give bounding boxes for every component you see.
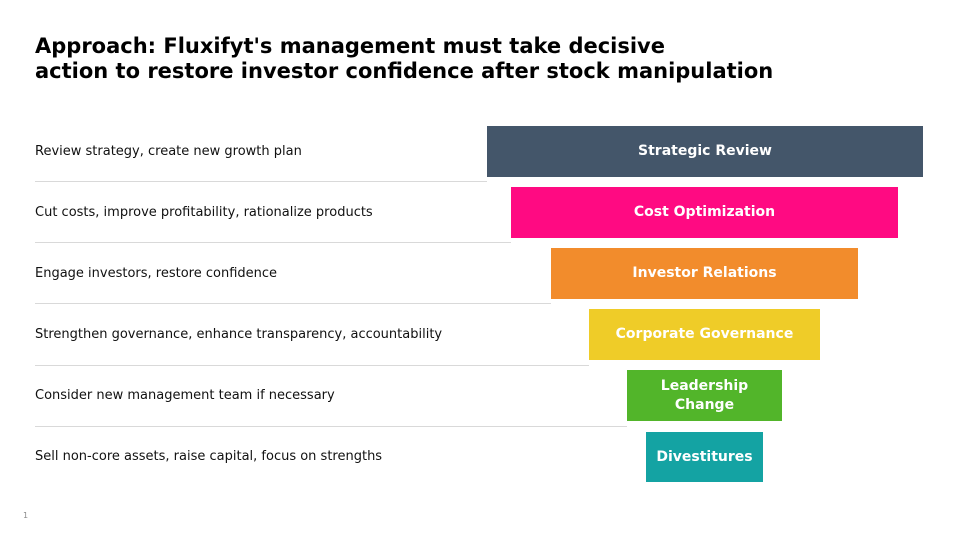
slide-title: Approach: Fluxifyt's management must tak… [35,34,835,84]
funnel-bar-label-line-1: Corporate Governance [615,326,794,342]
step-description-strategic-review: Review strategy, create new growth plan [35,144,302,159]
funnel-bar-label: Investor Relations [632,264,776,283]
funnel-bar-corporate-governance: Corporate Governance [589,309,820,360]
slide-title-line-1: Approach: Fluxifyt's management must tak… [35,34,665,58]
row-divider [35,181,487,182]
funnel-bar-label-line-1: Strategic Review [638,143,772,159]
funnel-bar-label: Corporate Governance [616,325,794,344]
funnel-bar-investor-relations: Investor Relations [551,248,858,299]
row-divider [35,303,551,304]
slide-title-line-2: action to restore investor confidence af… [35,59,774,83]
funnel-bar-label: Cost Optimization [634,203,775,222]
row-divider [35,426,627,427]
funnel-bar-cost-optimization: Cost Optimization [511,187,898,238]
funnel-bar-label-line-1: Cost Optimization [633,204,776,220]
funnel-bar-label-line-1: Investor Relations [632,265,777,281]
step-description-corporate-governance: Strengthen governance, enhance transpare… [35,327,443,342]
step-description-divestitures: Sell non-core assets, raise capital, foc… [35,449,383,464]
funnel-bar-leadership-change: Leadership Change [627,370,782,421]
step-description-leadership-change: Consider new management team if necessar… [35,388,335,403]
page-number: 1 [23,511,29,520]
row-divider [35,242,511,243]
funnel-bar-label-line-1: Leadership [660,377,749,394]
row-divider [35,365,589,366]
funnel-bar-label-line-1: Divestitures [656,448,753,465]
funnel-bar-strategic-review: Strategic Review [487,126,923,177]
step-description-investor-relations: Engage investors, restore confidence [35,266,278,281]
funnel-bar-label: Leadership Change [661,377,748,415]
funnel-bar-label: Strategic Review [638,142,772,161]
funnel-bar-divestitures: Divestitures [646,432,763,482]
funnel-bar-label-line-2: Change [674,396,735,413]
funnel-bar-label: Divestitures [656,448,752,467]
step-description-cost-optimization: Cut costs, improve profitability, ration… [35,205,373,220]
